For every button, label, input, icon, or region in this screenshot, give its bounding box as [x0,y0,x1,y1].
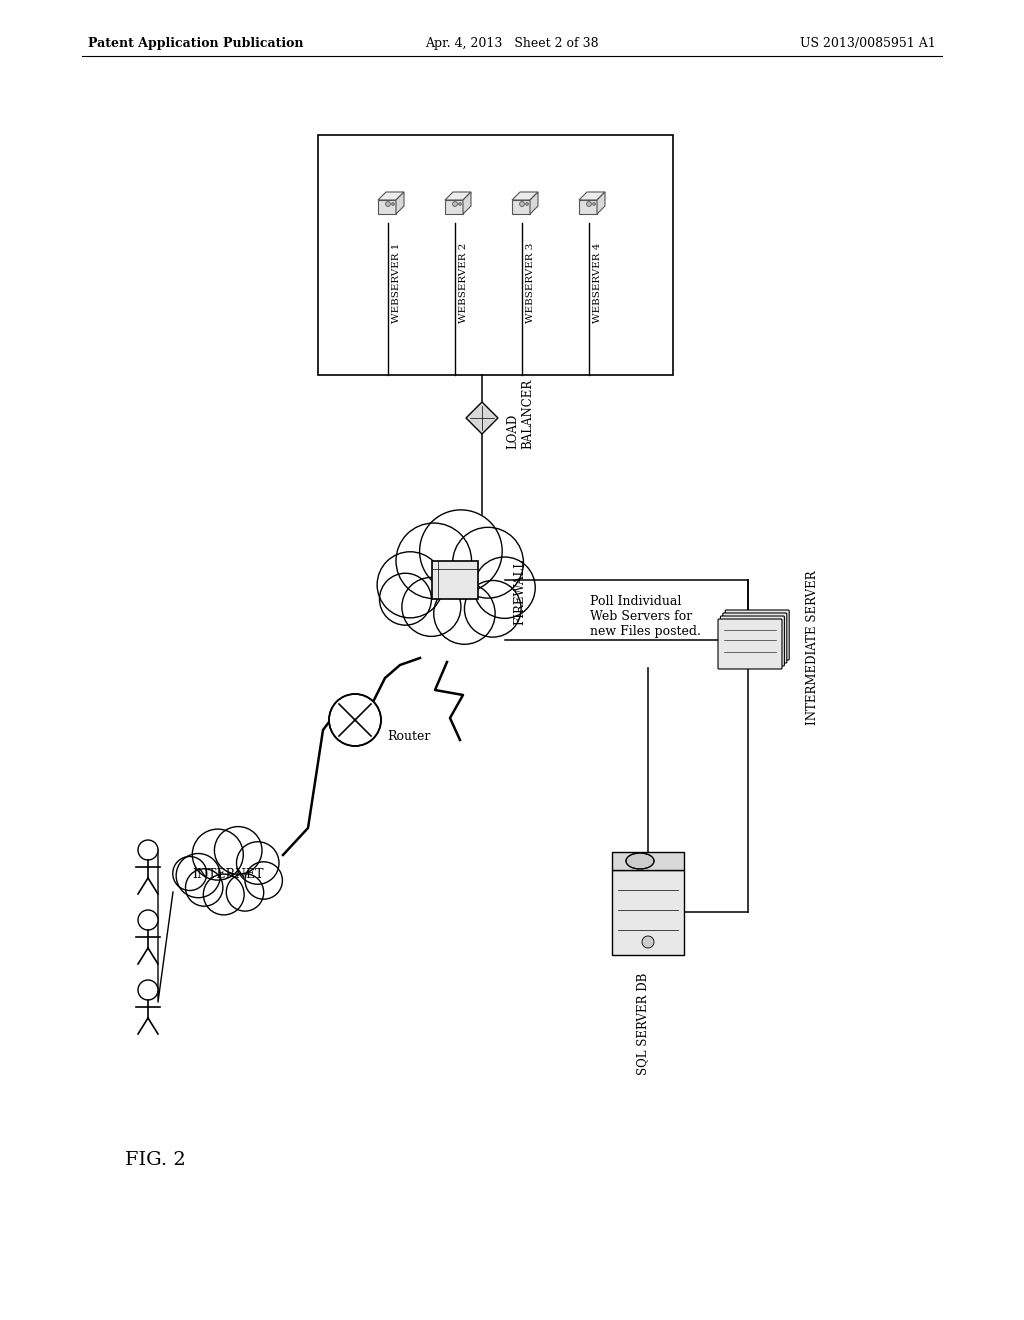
Circle shape [525,202,528,206]
Polygon shape [512,201,530,214]
Circle shape [173,857,207,891]
Circle shape [386,202,390,206]
Circle shape [474,557,536,618]
Polygon shape [463,191,471,214]
Polygon shape [530,191,538,214]
Polygon shape [396,191,404,214]
Circle shape [519,202,524,206]
Text: INTERNET: INTERNET [193,869,264,882]
Circle shape [204,874,244,915]
Circle shape [377,552,443,618]
Circle shape [401,577,461,636]
Text: WEBSERVER 1: WEBSERVER 1 [392,243,401,323]
Text: LOAD
BALANCER: LOAD BALANCER [506,379,534,449]
Text: WEBSERVER 3: WEBSERVER 3 [526,243,535,323]
Text: US 2013/0085951 A1: US 2013/0085951 A1 [800,37,936,50]
Circle shape [380,573,431,626]
Circle shape [434,583,496,644]
Text: SQL SERVER DB: SQL SERVER DB [637,973,649,1076]
Circle shape [185,869,223,907]
Polygon shape [378,201,396,214]
FancyBboxPatch shape [718,619,782,669]
Circle shape [465,581,521,638]
Circle shape [453,527,523,598]
Polygon shape [378,191,404,201]
Text: WEBSERVER 2: WEBSERVER 2 [459,243,468,323]
Bar [318,135,673,375]
Circle shape [396,523,471,598]
Circle shape [420,510,502,593]
Circle shape [237,842,279,884]
Circle shape [176,854,220,898]
Polygon shape [512,191,538,201]
FancyBboxPatch shape [725,610,790,660]
Circle shape [459,202,462,206]
Circle shape [593,202,595,206]
Text: WEBSERVER 4: WEBSERVER 4 [593,243,602,323]
Circle shape [193,829,244,880]
Bar [612,851,684,870]
Circle shape [214,826,262,874]
Bar [612,870,684,954]
Circle shape [329,694,381,746]
Text: Patent Application Publication: Patent Application Publication [88,37,303,50]
Text: FIG. 2: FIG. 2 [125,1151,185,1170]
Text: INTERMEDIATE SERVER: INTERMEDIATE SERVER [806,570,819,725]
Circle shape [587,202,592,206]
Circle shape [453,202,458,206]
FancyBboxPatch shape [721,616,784,667]
Circle shape [138,909,158,931]
Polygon shape [579,201,597,214]
Polygon shape [597,191,605,214]
Bar [432,561,478,599]
Text: Router: Router [387,730,430,742]
Circle shape [245,862,283,899]
FancyBboxPatch shape [723,612,786,663]
Circle shape [642,936,654,948]
Text: FIREWALL: FIREWALL [513,558,526,624]
Text: Apr. 4, 2013   Sheet 2 of 38: Apr. 4, 2013 Sheet 2 of 38 [425,37,599,50]
Circle shape [226,874,264,911]
Circle shape [138,979,158,1001]
Ellipse shape [626,853,654,869]
Text: Poll Individual
Web Servers for
new Files posted.: Poll Individual Web Servers for new File… [590,595,700,638]
Polygon shape [445,201,463,214]
Polygon shape [466,403,498,434]
Circle shape [391,202,394,206]
Polygon shape [579,191,605,201]
Circle shape [138,840,158,861]
Polygon shape [445,191,471,201]
